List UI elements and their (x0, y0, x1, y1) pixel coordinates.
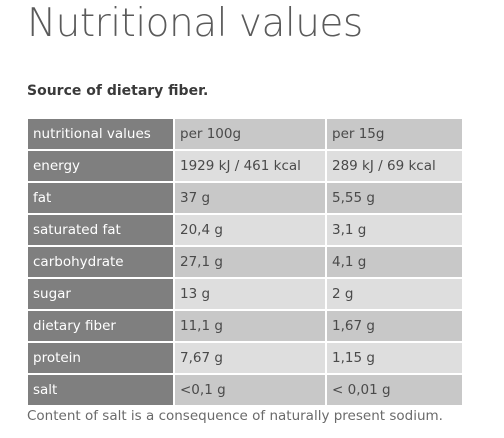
value-per-15g: < 0,01 g (327, 375, 462, 405)
value-per-15g: 3,1 g (327, 215, 462, 245)
row-label: dietary fiber (28, 311, 173, 341)
table-header-row: nutritional values per 100g per 15g (28, 119, 462, 149)
table-row: sugar 13 g 2 g (28, 279, 462, 309)
header-per-15g: per 15g (327, 119, 462, 149)
header-per-100g: per 100g (175, 119, 325, 149)
value-per-15g: 1,15 g (327, 343, 462, 373)
value-per-15g: 1,67 g (327, 311, 462, 341)
subtitle: Source of dietary fiber. (27, 83, 209, 99)
value-per-15g: 289 kJ / 69 kcal (327, 151, 462, 181)
value-per-15g: 5,55 g (327, 183, 462, 213)
page-title: Nutritional values (27, 1, 363, 46)
value-per-100g: 11,1 g (175, 311, 325, 341)
value-per-100g: <0,1 g (175, 375, 325, 405)
table-row: protein 7,67 g 1,15 g (28, 343, 462, 373)
table-row: carbohydrate 27,1 g 4,1 g (28, 247, 462, 277)
header-nutritional-values: nutritional values (28, 119, 173, 149)
row-label: energy (28, 151, 173, 181)
value-per-15g: 4,1 g (327, 247, 462, 277)
value-per-100g: 20,4 g (175, 215, 325, 245)
row-label: protein (28, 343, 173, 373)
row-label: salt (28, 375, 173, 405)
table-row: dietary fiber 11,1 g 1,67 g (28, 311, 462, 341)
table-row: saturated fat 20,4 g 3,1 g (28, 215, 462, 245)
value-per-100g: 37 g (175, 183, 325, 213)
table-row: energy 1929 kJ / 461 kcal 289 kJ / 69 kc… (28, 151, 462, 181)
value-per-100g: 7,67 g (175, 343, 325, 373)
value-per-100g: 1929 kJ / 461 kcal (175, 151, 325, 181)
row-label: carbohydrate (28, 247, 173, 277)
value-per-15g: 2 g (327, 279, 462, 309)
row-label: sugar (28, 279, 173, 309)
row-label: fat (28, 183, 173, 213)
table-row: salt <0,1 g < 0,01 g (28, 375, 462, 405)
value-per-100g: 27,1 g (175, 247, 325, 277)
salt-footnote: Content of salt is a consequence of natu… (27, 408, 443, 424)
nutrition-table: nutritional values per 100g per 15g ener… (26, 117, 464, 407)
row-label: saturated fat (28, 215, 173, 245)
table-row: fat 37 g 5,55 g (28, 183, 462, 213)
value-per-100g: 13 g (175, 279, 325, 309)
